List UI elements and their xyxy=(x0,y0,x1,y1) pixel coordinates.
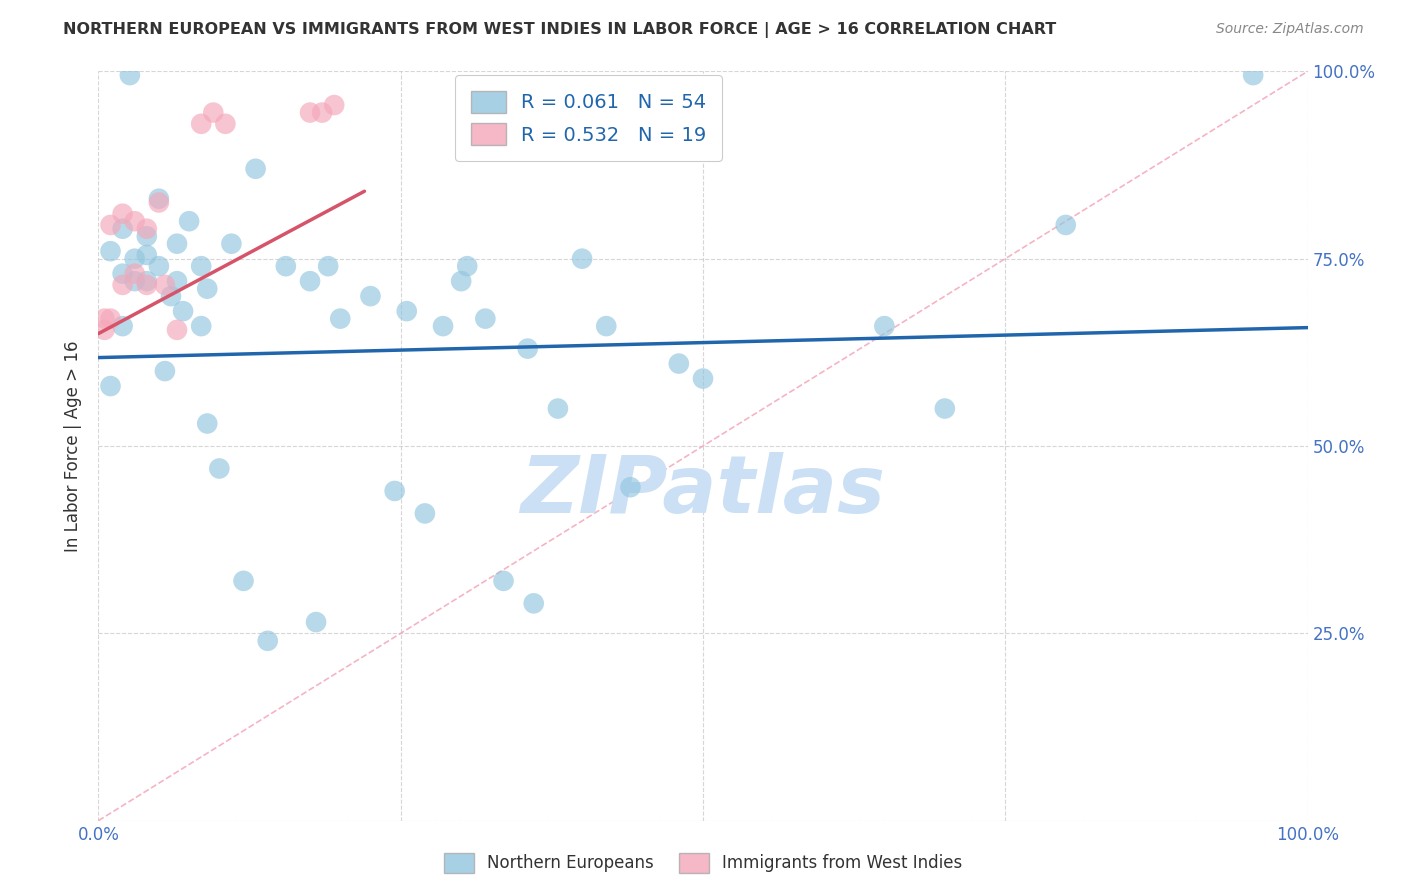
Point xyxy=(124,274,146,288)
Point xyxy=(1054,218,1077,232)
Point xyxy=(432,319,454,334)
Y-axis label: In Labor Force | Age > 16: In Labor Force | Age > 16 xyxy=(65,340,83,552)
Point xyxy=(195,282,218,296)
Point xyxy=(135,277,157,292)
Point xyxy=(190,259,212,273)
Point xyxy=(111,221,134,235)
Point xyxy=(202,105,225,120)
Point xyxy=(135,229,157,244)
Point xyxy=(516,342,538,356)
Point xyxy=(148,195,170,210)
Point xyxy=(305,615,328,629)
Text: ZIPatlas: ZIPatlas xyxy=(520,452,886,530)
Legend: R = 0.061   N = 54, R = 0.532   N = 19: R = 0.061 N = 54, R = 0.532 N = 19 xyxy=(456,75,723,161)
Point xyxy=(190,117,212,131)
Point xyxy=(166,323,188,337)
Point xyxy=(299,105,322,120)
Point xyxy=(456,259,478,273)
Point xyxy=(619,480,641,494)
Point xyxy=(323,98,346,112)
Point xyxy=(245,161,267,176)
Point xyxy=(160,289,183,303)
Legend: Northern Europeans, Immigrants from West Indies: Northern Europeans, Immigrants from West… xyxy=(437,847,969,880)
Point xyxy=(934,401,956,416)
Point xyxy=(153,277,176,292)
Point xyxy=(153,364,176,378)
Point xyxy=(195,417,218,431)
Point xyxy=(595,319,617,334)
Point xyxy=(474,311,496,326)
Point xyxy=(208,461,231,475)
Point xyxy=(118,68,141,82)
Point xyxy=(148,192,170,206)
Point xyxy=(166,236,188,251)
Point xyxy=(523,596,546,610)
Point xyxy=(100,379,122,393)
Point xyxy=(299,274,322,288)
Point xyxy=(111,277,134,292)
Point xyxy=(492,574,515,588)
Point xyxy=(190,319,212,334)
Point xyxy=(124,252,146,266)
Point xyxy=(93,323,115,337)
Point xyxy=(135,248,157,262)
Point xyxy=(384,483,406,498)
Point xyxy=(571,252,593,266)
Point xyxy=(360,289,382,303)
Point xyxy=(172,304,194,318)
Point xyxy=(274,259,297,273)
Point xyxy=(135,221,157,235)
Point xyxy=(111,207,134,221)
Point xyxy=(329,311,352,326)
Text: Source: ZipAtlas.com: Source: ZipAtlas.com xyxy=(1216,22,1364,37)
Point xyxy=(316,259,339,273)
Point xyxy=(124,214,146,228)
Point xyxy=(450,274,472,288)
Point xyxy=(179,214,201,228)
Point xyxy=(166,274,188,288)
Point xyxy=(124,267,146,281)
Point xyxy=(100,218,122,232)
Point xyxy=(111,319,134,334)
Point xyxy=(668,357,690,371)
Point xyxy=(413,507,436,521)
Point xyxy=(100,311,122,326)
Point xyxy=(214,117,236,131)
Point xyxy=(221,236,243,251)
Point xyxy=(135,274,157,288)
Point xyxy=(256,633,278,648)
Point xyxy=(93,311,115,326)
Point xyxy=(873,319,896,334)
Point xyxy=(111,267,134,281)
Point xyxy=(100,244,122,259)
Point xyxy=(547,401,569,416)
Point xyxy=(692,371,714,385)
Point xyxy=(311,105,333,120)
Point xyxy=(1241,68,1264,82)
Text: NORTHERN EUROPEAN VS IMMIGRANTS FROM WEST INDIES IN LABOR FORCE | AGE > 16 CORRE: NORTHERN EUROPEAN VS IMMIGRANTS FROM WES… xyxy=(63,22,1056,38)
Point xyxy=(395,304,418,318)
Point xyxy=(232,574,254,588)
Point xyxy=(148,259,170,273)
